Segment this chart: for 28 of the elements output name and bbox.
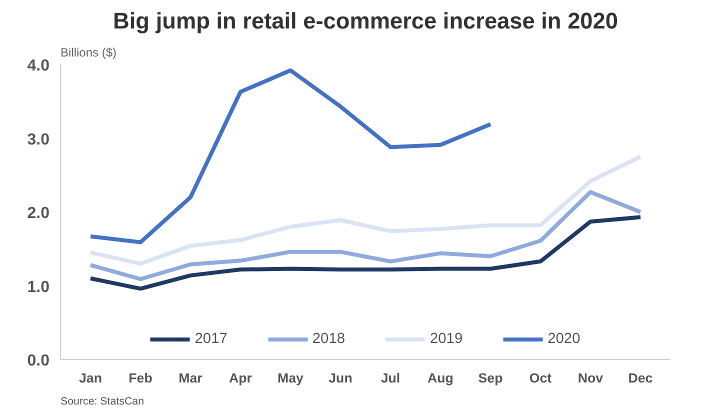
- y-tick-label: 3.0: [27, 131, 50, 148]
- legend-label: 2019: [430, 331, 463, 347]
- line-series: [88, 68, 492, 244]
- line-series: [88, 215, 642, 291]
- x-tick-label: May: [278, 370, 304, 386]
- legend-label: 2020: [548, 331, 580, 347]
- x-tick-label: Jul: [380, 370, 400, 386]
- x-tick-label: Mar: [178, 370, 202, 386]
- x-tick-label: Apr: [229, 370, 252, 386]
- legend-label: 2017: [194, 331, 228, 347]
- legend-label: 2018: [312, 331, 345, 347]
- x-tick-label: Sep: [478, 370, 503, 386]
- chart-title: Big jump in retail e-commerce increase in 2020: [113, 8, 618, 34]
- y-tick-label: 4.0: [27, 58, 50, 74]
- x-tick-label: Oct: [529, 370, 552, 386]
- x-tick-label: Nov: [578, 370, 604, 386]
- source-note: Source: StatsCan: [60, 396, 144, 408]
- x-tick-label: Jun: [328, 370, 352, 386]
- x-tick-label: Aug: [428, 370, 454, 386]
- x-tick-label: Dec: [628, 370, 654, 386]
- y-tick-label: 2.0: [27, 205, 50, 222]
- line-series: [88, 154, 642, 266]
- y-tick-label: 1.0: [27, 278, 50, 296]
- x-tick-label: Feb: [128, 370, 152, 386]
- x-tick-label: Jan: [79, 370, 102, 386]
- y-axis-title: Billions ($): [60, 46, 117, 60]
- y-tick-label: 0.0: [27, 352, 50, 370]
- line-series: [88, 190, 642, 282]
